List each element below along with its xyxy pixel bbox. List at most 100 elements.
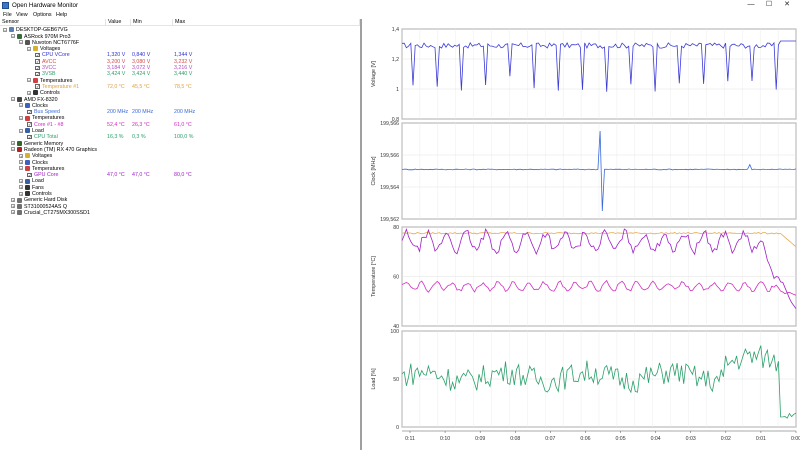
expand-icon[interactable]: + (27, 90, 31, 96)
y-tick-label: 199,566 (380, 121, 399, 127)
tree-node[interactable]: + Controls (0, 90, 360, 96)
plot-checkbox[interactable]: ✓ (35, 84, 40, 90)
collapse-icon[interactable]: − (11, 97, 15, 103)
expand-icon[interactable]: + (11, 197, 15, 203)
sensor-row[interactable]: ✓ Bus Speed 200 MHz 200 MHz 200 MHz (0, 109, 360, 115)
x-tick-label: 0:03 (686, 436, 696, 442)
plot-checkbox[interactable]: ✓ (27, 134, 32, 140)
plot-checkbox[interactable]: ✓ (35, 71, 40, 77)
plot-checkbox[interactable]: ✓ (27, 172, 32, 178)
tree-node[interactable]: + Crucial_CT275MX300SSD1 (0, 210, 360, 216)
expand-icon[interactable]: + (11, 204, 15, 210)
tree-node[interactable]: − ASRock 970M Pro3 (0, 34, 360, 40)
collapse-icon[interactable]: − (19, 103, 23, 109)
sensor-row[interactable]: ✓ AVCC 3,200 V 3,080 V 3,232 V (0, 59, 360, 65)
expand-icon[interactable]: + (19, 178, 23, 184)
tree-node[interactable]: + Generic Hard Disk (0, 197, 360, 203)
plot-checkbox[interactable]: ✓ (27, 109, 32, 115)
collapse-icon[interactable]: − (3, 27, 7, 33)
series-line (401, 40, 796, 92)
collapse-icon[interactable]: − (19, 166, 23, 172)
sensor-row[interactable]: ✓ Core #1 - #8 52,4 °C 26,3 °C 61,0 °C (0, 122, 360, 128)
menu-file[interactable]: File (3, 12, 12, 18)
tree-node[interactable]: − Temperatures (0, 78, 360, 84)
y-tick-label: 0,8 (392, 117, 399, 123)
tree-node[interactable]: − DESKTOP-GEB67VG (0, 27, 360, 33)
plot-panel: 1,4 1,2 1 0,8 Voltage [V] 199,566 199,566 199,5… (362, 19, 800, 450)
collapse-icon[interactable]: − (11, 147, 15, 153)
expand-icon[interactable]: + (11, 210, 15, 216)
y-tick-label: 1 (396, 87, 399, 93)
expand-icon[interactable]: + (19, 191, 23, 197)
collapse-icon[interactable]: − (27, 78, 31, 84)
tree-label: Voltages (32, 153, 53, 160)
expand-icon[interactable]: + (11, 141, 15, 147)
sensor-row[interactable]: ✓ GPU Core 47,0 °C 47,0 °C 80,0 °C (0, 172, 360, 178)
sensor-row[interactable]: ✓ Temperature #1 72,0 °C 45,5 °C 78,5 °C (0, 84, 360, 90)
collapse-icon[interactable]: − (19, 40, 23, 46)
tree-node[interactable]: − Radeon (TM) RX 470 Graphics (0, 147, 360, 153)
tree-node[interactable]: − Clocks (0, 103, 360, 109)
sensor-row[interactable]: ✓ CPU Total 16,3 % 0,3 % 100,0 % (0, 134, 360, 140)
series-line (401, 345, 797, 419)
disk-icon (17, 210, 22, 216)
column-header-max[interactable]: Max (173, 19, 360, 26)
expand-icon[interactable]: + (19, 153, 23, 159)
tree-label: ASRock 970M Pro3 (24, 33, 71, 40)
gpu-icon (17, 147, 22, 153)
tree-node[interactable]: − Temperatures (0, 166, 360, 172)
x-tick-label: 0:00 (791, 436, 800, 442)
tree-node[interactable]: + Load (0, 178, 360, 184)
tree-node[interactable]: + ST31000524AS Q (0, 204, 360, 210)
panel-splitter[interactable] (360, 19, 362, 450)
collapse-icon[interactable]: − (19, 128, 23, 134)
tree-node[interactable]: + Controls (0, 191, 360, 197)
menu-options[interactable]: Options (33, 12, 52, 18)
menu-view[interactable]: View (16, 12, 28, 18)
sensor-value: 3,424 V (107, 71, 126, 78)
tree-label: Clocks (32, 159, 48, 166)
maximize-button[interactable]: ☐ (765, 1, 773, 8)
tree-node[interactable]: + Generic Memory (0, 141, 360, 147)
tree-node[interactable]: − Load (0, 128, 360, 134)
column-header-sensor[interactable]: Sensor (0, 19, 106, 26)
plot-checkbox[interactable]: ✓ (35, 52, 40, 58)
tree-node[interactable]: + Fans (0, 185, 360, 191)
plot-checkbox[interactable]: ✓ (35, 65, 40, 71)
menu-help[interactable]: Help (56, 12, 68, 18)
sensor-row[interactable]: ✓ CPU VCore 1,320 V 0,840 V 1,344 V (0, 52, 360, 58)
tree-node[interactable]: + Clocks (0, 160, 360, 166)
y-tick-label: 50 (393, 377, 399, 383)
x-tick-label: 0:05 (615, 436, 625, 442)
y-tick-label: 1,2 (392, 57, 399, 63)
sensor-row[interactable]: ✓ 3VCC 3,184 V 3,072 V 3,216 V (0, 65, 360, 71)
sensor-max: 100,0 % (174, 134, 194, 141)
plot-checkbox[interactable]: ✓ (27, 122, 32, 128)
tree-label: AMD FX-8320 (24, 96, 58, 103)
tree-label: CPU Total (34, 134, 58, 141)
x-tick-label: 0:09 (475, 436, 485, 442)
collapse-icon[interactable]: − (11, 34, 15, 40)
column-header-value[interactable]: Value (106, 19, 131, 26)
minimize-button[interactable]: — (747, 1, 755, 8)
sensor-min: 0,840 V (132, 52, 151, 59)
chip-icon (25, 40, 30, 46)
close-button[interactable]: ✕ (784, 1, 790, 8)
tree-node[interactable]: − Voltages (0, 46, 360, 52)
collapse-icon[interactable]: − (27, 46, 31, 52)
tree-node[interactable]: − AMD FX-8320 (0, 97, 360, 103)
tree-node[interactable]: − Temperatures (0, 115, 360, 121)
y-axis-label: Clock [MHz] (371, 156, 377, 186)
tree-node[interactable]: − Nuvoton NCT6776F (0, 40, 360, 46)
plot-checkbox[interactable]: ✓ (35, 59, 40, 65)
y-tick-label: 199,564 (380, 185, 399, 191)
column-header-min[interactable]: Min (131, 19, 173, 26)
x-tick-label: 0:06 (580, 436, 590, 442)
expand-icon[interactable]: + (19, 185, 23, 191)
expand-icon[interactable]: + (19, 160, 23, 166)
tree-node[interactable]: + Voltages (0, 153, 360, 159)
collapse-icon[interactable]: − (19, 115, 23, 121)
fan-icon (25, 184, 30, 190)
x-tick-label: 0:04 (651, 436, 661, 442)
sensor-row[interactable]: ✓ 3VSB 3,424 V 3,424 V 3,440 V (0, 71, 360, 77)
